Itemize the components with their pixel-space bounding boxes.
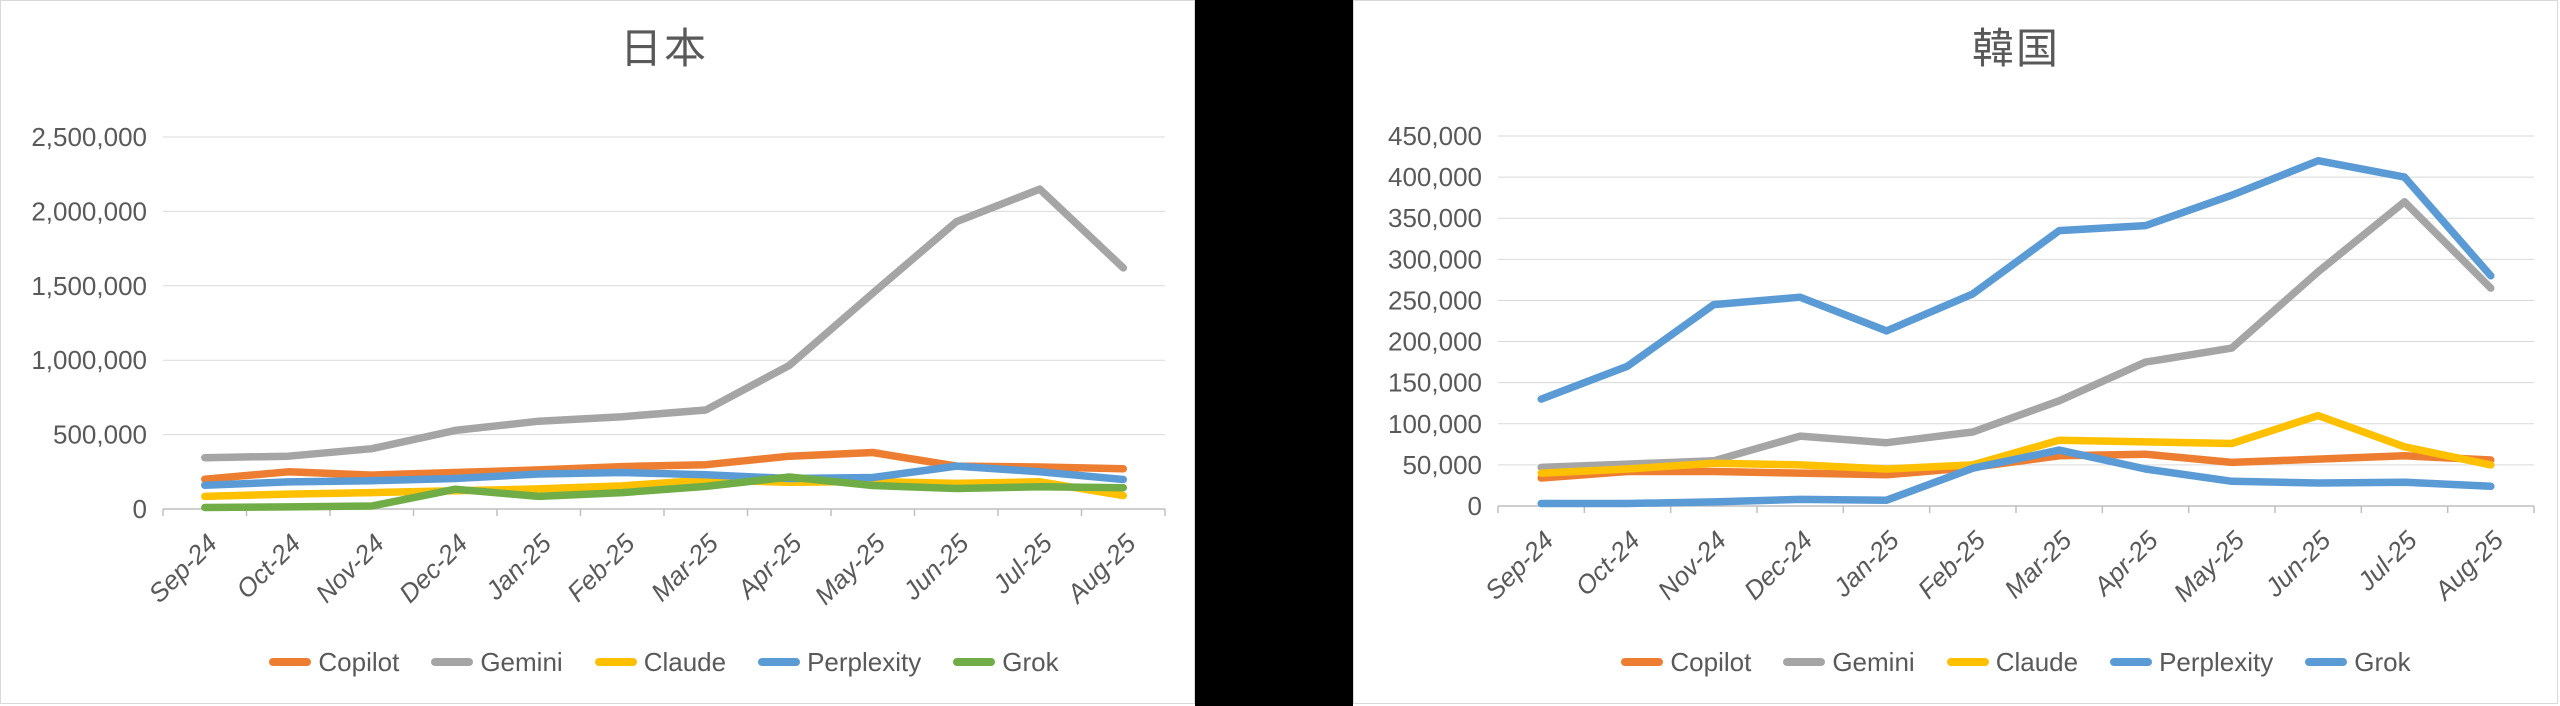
legend-swatch-copilot <box>1621 658 1664 666</box>
legend-item-gemini: Gemini <box>431 646 563 678</box>
legend-label: Gemini <box>1832 646 1915 677</box>
y-tick-label: 2,000,000 <box>31 196 147 226</box>
legend-item-copilot: Copilot <box>269 647 399 678</box>
series-line-grok <box>1537 446 2495 508</box>
series-line-gemini <box>201 185 1128 462</box>
legend-item-copilot: Copilot <box>1621 647 1751 678</box>
korea-legend: Copilot Gemini Claude Perplexity Grok <box>1498 645 2534 679</box>
y-tick-label: 0 <box>1468 491 1482 521</box>
y-tick-label: 1,000,000 <box>31 345 147 375</box>
y-tick-label: 450,000 <box>1388 121 1482 151</box>
legend-label: Copilot <box>318 646 400 677</box>
legend-swatch-claude <box>594 658 637 666</box>
x-tick-label: Aug-25 <box>1060 528 1142 610</box>
legend-item-perplexity: Perplexity <box>2110 647 2273 678</box>
black-divider <box>1195 0 1353 706</box>
y-tick-label: 2,500,000 <box>31 122 147 152</box>
korea-plot-area: 0 50,000 100,000 150,000 200,000 250,000 300,0… <box>1388 121 2535 608</box>
legend-label: Grok <box>2354 646 2411 677</box>
legend-label: Perplexity <box>807 646 922 677</box>
y-tick-label: 50,000 <box>1402 450 1482 480</box>
legend-label: Claude <box>643 646 727 677</box>
legend-label: Claude <box>1995 646 2079 677</box>
legend-swatch-claude <box>1946 658 1989 666</box>
y-tick-label: 100,000 <box>1388 409 1482 439</box>
legend-item-grok: Grok <box>2305 646 2411 678</box>
x-tick-label: Oct-24 <box>230 528 306 604</box>
x-tick-label: Nov-24 <box>1652 525 1732 605</box>
x-tick-label: Sep-24 <box>142 528 222 608</box>
legend-item-claude: Claude <box>594 646 727 678</box>
series-line-claude <box>201 476 1128 501</box>
x-tick-label: Apr-25 <box>730 528 808 606</box>
legend-item-claude: Claude <box>1946 646 2079 678</box>
x-tick-label: Dec-24 <box>393 528 473 608</box>
legend-label: Perplexity <box>2159 646 2274 677</box>
x-tick-label: Mar-25 <box>1998 525 2077 604</box>
japan-plot-area: 0 500,000 1,000,000 1,500,000 2,000,000 2,500… <box>31 122 1166 611</box>
y-tick-label: 500,000 <box>53 420 147 450</box>
y-tick-label: 150,000 <box>1388 368 1482 398</box>
y-tick-label: 400,000 <box>1388 162 1482 192</box>
x-tick-label: Jun-25 <box>2258 525 2337 604</box>
series-line-grok <box>201 473 1128 512</box>
y-tick-label: 0 <box>133 494 147 524</box>
x-tick-label: Jul-25 <box>986 528 1058 600</box>
legend-swatch-gemini <box>1783 658 1826 666</box>
korea-chart-panel: 韓国 0 50,000 100,000 150,000 200,000 250,000 30… <box>1353 0 2558 704</box>
japan-chart-panel: 日本 0 500,000 1,000,000 1,500,000 2,000,000 2,… <box>0 0 1195 704</box>
korea-chart-title: 韓国 <box>1971 25 2060 72</box>
legend-swatch-grok <box>2305 658 2348 666</box>
x-tick-label: Sep-24 <box>1479 525 1559 605</box>
legend-swatch-copilot <box>269 658 312 666</box>
legend-swatch-gemini <box>431 658 474 666</box>
x-tick-label: Feb-25 <box>561 528 641 608</box>
legend-label: Grok <box>1002 646 1059 677</box>
legend-label: Gemini <box>480 646 563 677</box>
x-tick-label: Dec-24 <box>1738 525 1818 605</box>
series-line-perplexity <box>201 462 1128 489</box>
x-tick-label: May-25 <box>808 528 891 611</box>
x-tick-label: Mar-25 <box>645 528 724 607</box>
legend-swatch-grok <box>953 658 996 666</box>
x-tick-label: Jun-25 <box>896 528 975 607</box>
x-tick-label: Jul-25 <box>2351 525 2423 597</box>
x-tick-label: May-25 <box>2168 525 2251 608</box>
legend-item-gemini: Gemini <box>1783 646 1915 678</box>
y-tick-label: 300,000 <box>1388 244 1482 274</box>
x-tick-label: Aug-25 <box>2427 525 2509 607</box>
japan-legend: Copilot Gemini Claude Perplexity Grok <box>163 645 1165 679</box>
y-tick-label: 250,000 <box>1388 285 1482 315</box>
y-tick-label: 350,000 <box>1388 203 1482 233</box>
y-tick-label: 200,000 <box>1388 327 1482 357</box>
legend-swatch-perplexity <box>758 658 801 666</box>
x-tick-label: Jan-25 <box>479 528 558 607</box>
y-tick-label: 1,500,000 <box>31 271 147 301</box>
x-tick-label: Oct-24 <box>1569 525 1645 601</box>
legend-swatch-perplexity <box>2110 658 2153 666</box>
x-tick-label: Nov-24 <box>310 528 390 608</box>
series-line-claude <box>1537 411 2495 477</box>
legend-item-perplexity: Perplexity <box>758 647 921 678</box>
x-tick-label: Feb-25 <box>1912 525 1992 605</box>
legend-label: Copilot <box>1670 646 1752 677</box>
legend-item-grok: Grok <box>953 646 1059 678</box>
x-tick-label: Apr-25 <box>2086 525 2164 603</box>
x-tick-label: Jan-25 <box>1827 525 1906 604</box>
japan-chart-title: 日本 <box>619 25 708 72</box>
series-line-perplexity <box>1537 156 2495 403</box>
